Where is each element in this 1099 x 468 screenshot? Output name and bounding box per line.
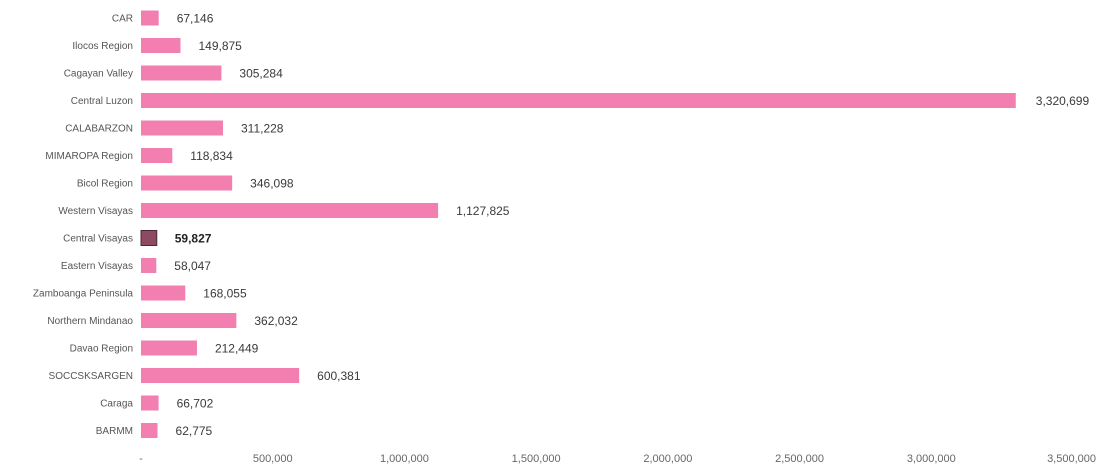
bar-central-visayas: [140, 230, 158, 246]
bar-caraga: [141, 395, 159, 411]
value-label-caraga: 66,702: [177, 397, 214, 411]
category-label-central-visayas: Central Visayas: [63, 234, 133, 245]
bar-car: [141, 10, 159, 26]
category-label-bicol-region: Bicol Region: [77, 179, 133, 190]
x-tick-label-7: 3,500,000: [1047, 453, 1096, 465]
category-label-eastern-visayas: Eastern Visayas: [61, 261, 133, 272]
value-label-bicol-region: 346,098: [250, 177, 294, 191]
value-label-calabarzon: 311,228: [241, 122, 284, 136]
x-axis-tick-labels: - 500,000 1,000,000 1,500,000 2,000,000 2,500…: [139, 453, 1096, 465]
bar-zamboanga-peninsula: [141, 285, 186, 301]
value-label-eastern-visayas: 58,047: [174, 259, 211, 273]
value-label-northern-mindanao: 362,032: [254, 314, 298, 328]
category-label-northern-mindanao: Northern Mindanao: [47, 316, 133, 327]
value-label-western-visayas: 1,127,825: [456, 204, 510, 218]
category-label-barmm: BARMM: [96, 426, 133, 437]
category-label-cagayan-valley: Cagayan Valley: [64, 69, 133, 80]
category-labels: CAR Ilocos Region Cagayan Valley Central Lu…: [33, 14, 134, 438]
category-label-caraga: Caraga: [100, 399, 133, 410]
x-tick-label-6: 3,000,000: [907, 453, 956, 465]
value-label-cagayan-valley: 305,284: [239, 67, 283, 81]
x-tick-label-2: 1,000,000: [380, 453, 429, 465]
value-label-central-luzon: 3,320,699: [1036, 94, 1090, 108]
bar-cagayan-valley: [141, 65, 222, 81]
bar-bicol-region: [141, 175, 233, 191]
bars-layer: [140, 10, 1016, 438]
x-tick-label-5: 2,500,000: [775, 453, 824, 465]
bar-barmm: [141, 423, 158, 438]
bar-calabarzon: [141, 120, 223, 136]
category-label-mimaropa-region: MIMAROPA Region: [45, 151, 133, 162]
category-label-davao-region: Davao Region: [70, 344, 133, 355]
category-label-ilocos-region: Ilocos Region: [72, 41, 133, 52]
value-label-davao-region: 212,449: [215, 342, 259, 356]
value-label-ilocos-region: 149,875: [198, 39, 242, 53]
value-label-barmm: 62,775: [176, 424, 213, 438]
bar-davao-region: [141, 340, 197, 356]
value-label-car: 67,146: [177, 12, 214, 26]
category-label-calabarzon: CALABARZON: [65, 124, 133, 135]
bar-northern-mindanao: [141, 313, 237, 328]
category-label-central-luzon: Central Luzon: [71, 96, 133, 107]
bar-ilocos-region: [141, 38, 181, 53]
bar-central-luzon: [141, 93, 1016, 108]
value-labels: 67,146 149,875 305,284 3,320,699 311,228 118,…: [174, 12, 1089, 439]
x-tick-label-0: -: [139, 453, 143, 465]
category-label-car: CAR: [112, 14, 133, 25]
x-tick-label-1: 500,000: [253, 453, 293, 465]
value-label-mimaropa-region: 118,834: [190, 149, 233, 163]
category-label-zamboanga-peninsula: Zamboanga Peninsula: [33, 289, 134, 300]
value-label-soccsksargen: 600,381: [317, 369, 361, 383]
bar-soccsksargen: [141, 368, 300, 383]
bar-eastern-visayas: [141, 258, 157, 273]
x-tick-label-4: 2,000,000: [643, 453, 692, 465]
category-label-western-visayas: Western Visayas: [58, 206, 133, 217]
bar-mimaropa-region: [141, 148, 173, 163]
category-label-soccsksargen: SOCCSKSARGEN: [49, 371, 133, 382]
bar-western-visayas: [141, 203, 439, 218]
value-label-central-visayas: 59,827: [175, 232, 212, 246]
x-tick-label-3: 1,500,000: [512, 453, 561, 465]
value-label-zamboanga-peninsula: 168,055: [203, 287, 247, 301]
